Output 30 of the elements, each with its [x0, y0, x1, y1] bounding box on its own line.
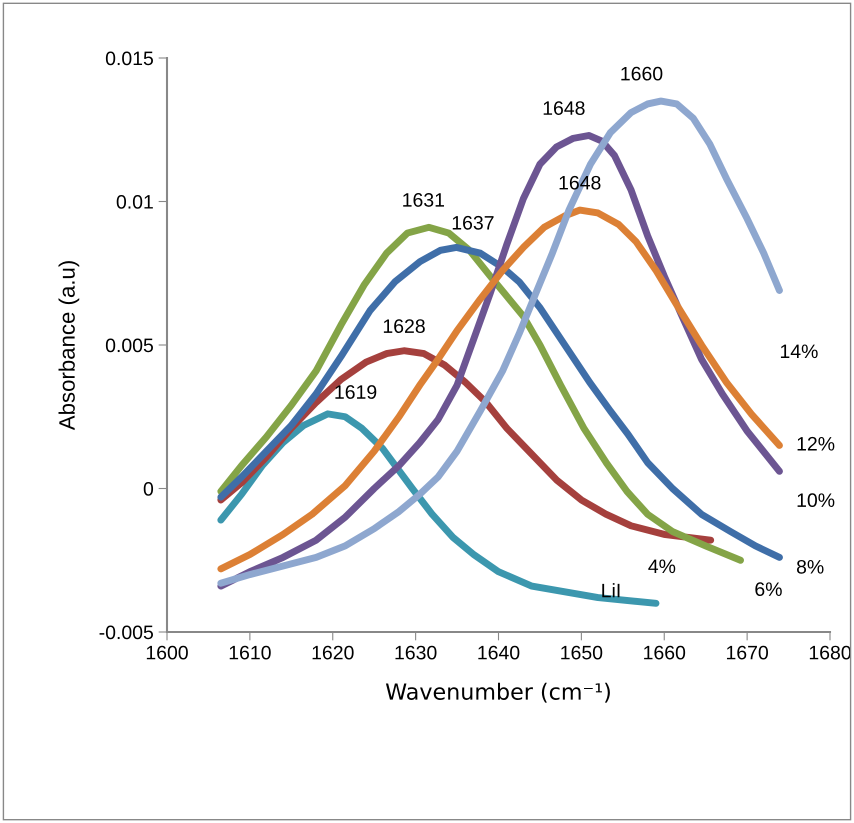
y-tick-label: -0.005	[100, 625, 153, 640]
series-label: 6%	[755, 582, 782, 596]
x-axis-title: Wavenumber (cm⁻¹)	[386, 682, 610, 703]
series-label: 8%	[796, 560, 824, 574]
series-label: LiI	[602, 583, 620, 598]
y-axis-title: Absorbance (a.u)	[58, 261, 80, 430]
x-tick-label: 1610	[230, 646, 271, 660]
y-tick-label: 0.005	[106, 338, 153, 352]
annotation: 1628	[384, 319, 425, 334]
text: 14%	[780, 344, 818, 358]
y-tick-label: 0	[144, 482, 154, 496]
annotation: 1631	[403, 193, 444, 207]
annotation: 1648	[560, 176, 600, 190]
y-tick-label: 0.01	[116, 194, 153, 209]
series-label: 10%	[798, 493, 834, 508]
x-tick-label: 1650	[561, 646, 602, 660]
series-label: 12%	[798, 436, 834, 451]
x-tick-label: 1630	[395, 646, 436, 660]
annotation: 1660	[621, 66, 662, 81]
x-tick-label: 1660	[644, 646, 686, 660]
x-tick-label: 1620	[312, 646, 354, 660]
x-tick-label: 1600	[146, 646, 188, 660]
x-tick-label: 1680	[810, 646, 851, 660]
x-tick-label: 1640	[478, 646, 520, 660]
series-label: 4%	[648, 559, 676, 574]
x-tick-label: 1670	[726, 646, 768, 660]
annotation: 1648	[544, 101, 585, 115]
y-tick-label: 0.015	[106, 51, 153, 66]
annotation: 1637	[452, 216, 494, 230]
annotation: 1619	[335, 385, 376, 399]
